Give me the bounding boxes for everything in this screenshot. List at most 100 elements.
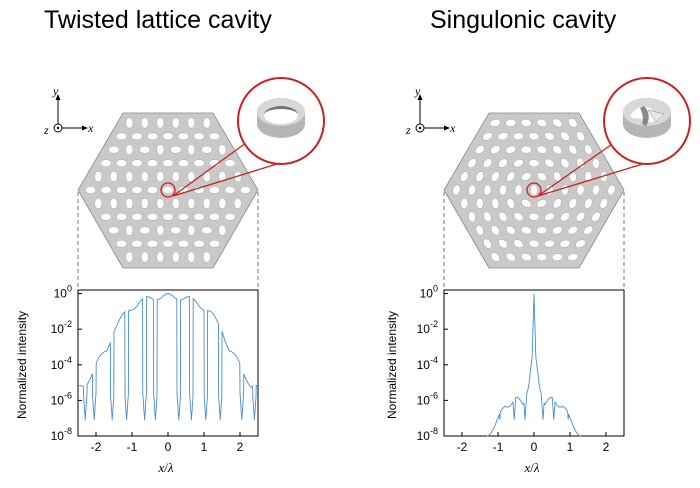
lattice-hole (552, 145, 563, 155)
lattice-hole (491, 198, 500, 209)
lattice-hole (536, 172, 547, 181)
lattice-hole (156, 251, 165, 263)
lattice-hole (125, 144, 134, 156)
lattice-hole (125, 171, 134, 183)
lattice-hole (552, 118, 563, 128)
lattice-hole (584, 171, 593, 182)
lattice-hole (156, 197, 165, 209)
lattice-hole (528, 159, 540, 168)
lattice-hole (607, 184, 616, 196)
lattice-hole (193, 132, 205, 141)
left-callout-line-top (172, 139, 251, 197)
lattice-hole (521, 253, 532, 262)
left-xlabel-den: λ (167, 460, 174, 475)
lattice-hole (513, 239, 524, 248)
lattice-hole (209, 159, 220, 167)
lattice-hole (203, 251, 211, 263)
x-tick-label: 2 (237, 440, 244, 454)
lattice-hole (147, 239, 158, 248)
left-intensity-plot: -2 -1 0 1 2 100 10-2 10-4 10-6 10-8 (51, 284, 259, 454)
lattice-hole (209, 212, 220, 221)
lattice-hole (490, 225, 500, 236)
lattice-hole (521, 172, 532, 181)
lattice-hole (234, 197, 242, 209)
lattice-hole (178, 212, 189, 221)
lattice-hole (170, 145, 182, 154)
intensity-series-line (487, 293, 581, 437)
lattice-hole (203, 117, 211, 129)
lattice-hole (172, 117, 180, 129)
right-intensity-plot: -2 -1 0 1 2 100 10-2 10-4 10-6 10-8 (417, 284, 625, 454)
lattice-hole (209, 132, 220, 141)
lattice-hole (147, 212, 158, 221)
lattice-hole (592, 184, 600, 196)
lattice-hole (141, 251, 149, 263)
lattice-hole (131, 212, 143, 221)
lattice-hole (599, 198, 608, 209)
right-callout-line-top (537, 139, 619, 197)
lattice-hole (482, 132, 493, 141)
lattice-hole (116, 132, 127, 141)
lattice-hole (482, 158, 493, 168)
lattice-hole (141, 117, 149, 129)
lattice-hole (576, 157, 585, 169)
lattice-hole (172, 171, 180, 183)
lattice-hole (552, 198, 562, 209)
lattice-hole (110, 171, 118, 183)
lattice-hole (490, 145, 501, 155)
lattice-hole (536, 199, 547, 208)
lattice-hole (209, 239, 220, 248)
lattice-hole (514, 184, 523, 196)
left-xlabel: x/λ (157, 460, 173, 475)
lattice-hole (560, 158, 570, 169)
lattice-hole (536, 118, 548, 127)
lattice-hole (156, 117, 165, 129)
lattice-hole (156, 224, 165, 236)
lattice-hole (490, 252, 500, 262)
lattice-hole (131, 239, 143, 248)
lattice-hole (592, 157, 600, 169)
lattice-hole (452, 184, 461, 196)
lattice-hole (575, 212, 586, 222)
x-tick-label: -2 (457, 440, 468, 454)
lattice-hole (521, 226, 532, 235)
lattice-hole (575, 239, 586, 248)
lattice-hole (568, 118, 578, 128)
lattice-hole (560, 212, 570, 222)
lattice-hole (170, 226, 182, 235)
lattice-hole (162, 159, 174, 167)
lattice-hole (506, 198, 515, 209)
lattice-hole (505, 252, 516, 262)
lattice-hole (591, 211, 601, 222)
lattice-hole (147, 186, 158, 194)
lattice-hole (201, 145, 213, 154)
lattice-hole (193, 212, 205, 221)
lattice-hole (116, 239, 127, 248)
lattice-hole (116, 159, 127, 167)
lattice-hole (505, 225, 516, 235)
lattice-hole (513, 132, 524, 141)
lattice-hole (131, 186, 143, 194)
lattice-hole (483, 211, 492, 223)
right-zoom-marker-circle (526, 182, 542, 198)
lattice-hole (584, 144, 593, 155)
lattice-hole (218, 224, 227, 236)
lattice-hole (576, 184, 585, 196)
lattice-hole (187, 251, 196, 263)
lattice-hole (187, 171, 196, 183)
left-xlabel-var: x (157, 460, 164, 475)
lattice-hole (131, 159, 143, 167)
y-tick-label: 10-8 (51, 426, 72, 443)
lattice-hole (497, 132, 509, 141)
lattice-hole (584, 198, 593, 209)
right-panel: y x z -2 -1 0 1 2 100 10-2 10-4 10-6 10-8 Normali… (385, 77, 691, 475)
lattice-hole (483, 184, 492, 196)
lattice-hole (100, 186, 112, 194)
lattice-hole (498, 211, 508, 222)
right-xlabel: x/λ (523, 460, 539, 475)
right-axis-x-label: x (449, 121, 456, 135)
lattice-hole (94, 171, 103, 183)
lattice-hole (224, 212, 236, 221)
x-tick-label: -1 (493, 440, 504, 454)
